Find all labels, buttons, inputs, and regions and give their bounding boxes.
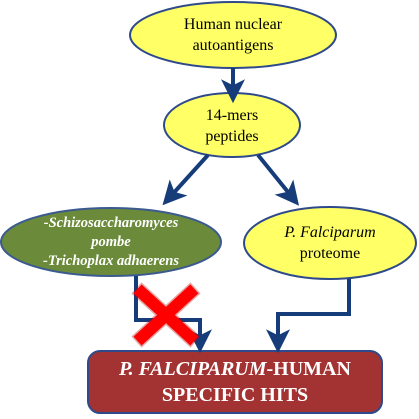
autoantigens-line1: Human nuclear	[183, 16, 283, 33]
exclusion-cross-icon	[131, 282, 201, 348]
result-line2: SPECIFIC HITS	[161, 384, 309, 406]
proteome-label: P. Falciparum proteome	[246, 209, 414, 277]
result-label: P. FALCIPARUM-HUMAN SPECIFIC HITS	[90, 353, 380, 411]
peptides-line2: peptides	[205, 128, 259, 145]
peptides-label: 14-mers peptides	[166, 94, 298, 158]
result-line1-rest: -HUMAN	[266, 358, 351, 380]
arrow-proteome-to-result	[266, 279, 351, 354]
organisms-line2: pombe	[91, 233, 131, 250]
organisms-label: -Schizosaccharomyces pombe -Trichoplax a…	[8, 208, 214, 276]
organisms-line3: -Trichoplax adhaerens	[42, 252, 179, 269]
autoantigens-label: Human nuclear autoantigens	[133, 2, 333, 68]
arrow-peptides-to-proteome	[256, 153, 300, 206]
result-line1: P. FALCIPARUM-HUMAN	[119, 356, 351, 382]
autoantigens-line2: autoantigens	[192, 37, 274, 54]
result-line1-italic: P. FALCIPARUM	[119, 358, 267, 380]
proteome-line2: proteome	[299, 245, 361, 262]
proteome-line1: P. Falciparum	[284, 224, 376, 241]
arrow-peptides-to-organisms	[162, 153, 210, 206]
proteome-ellipse	[243, 206, 417, 280]
organisms-ellipse	[0, 207, 222, 277]
result-box	[87, 350, 383, 414]
peptides-line1: 14-mers	[205, 107, 259, 124]
organisms-line1: -Schizosaccharomyces	[43, 214, 179, 231]
